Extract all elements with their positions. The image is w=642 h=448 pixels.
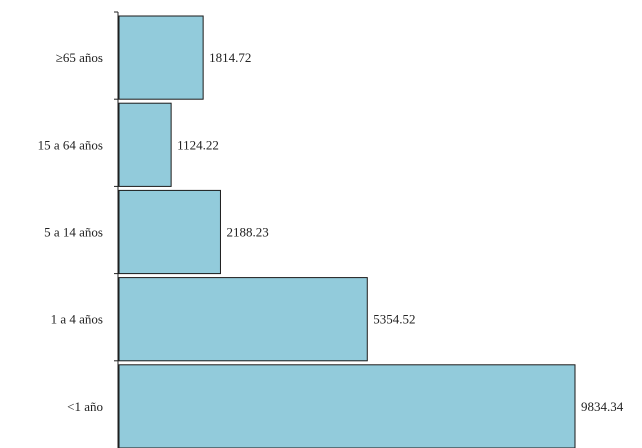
bar [118,364,576,448]
value-label: 2188.23 [226,225,268,240]
bar [118,15,204,100]
y-axis-ticks [114,11,118,362]
category-labels: ≥65 años 15 a 64 años 5 a 14 años 1 a 4 año… [38,50,103,414]
category-label: 1 a 4 años [51,312,103,327]
category-label: ≥65 años [56,50,103,65]
value-label: 9834.34 [581,399,624,414]
bar [118,189,221,275]
bars-group [118,15,576,448]
category-label: 5 a 14 años [44,225,103,240]
value-label: 5354.52 [373,312,415,327]
value-label: 1124.22 [177,137,219,152]
category-label: <1 año [67,399,103,414]
category-label: 15 a 64 años [38,137,103,152]
bar [118,102,172,187]
value-label: 1814.72 [209,50,251,65]
bar [118,277,368,362]
value-labels: 1814.72 1124.22 2188.23 5354.52 9834.34 [177,50,624,414]
